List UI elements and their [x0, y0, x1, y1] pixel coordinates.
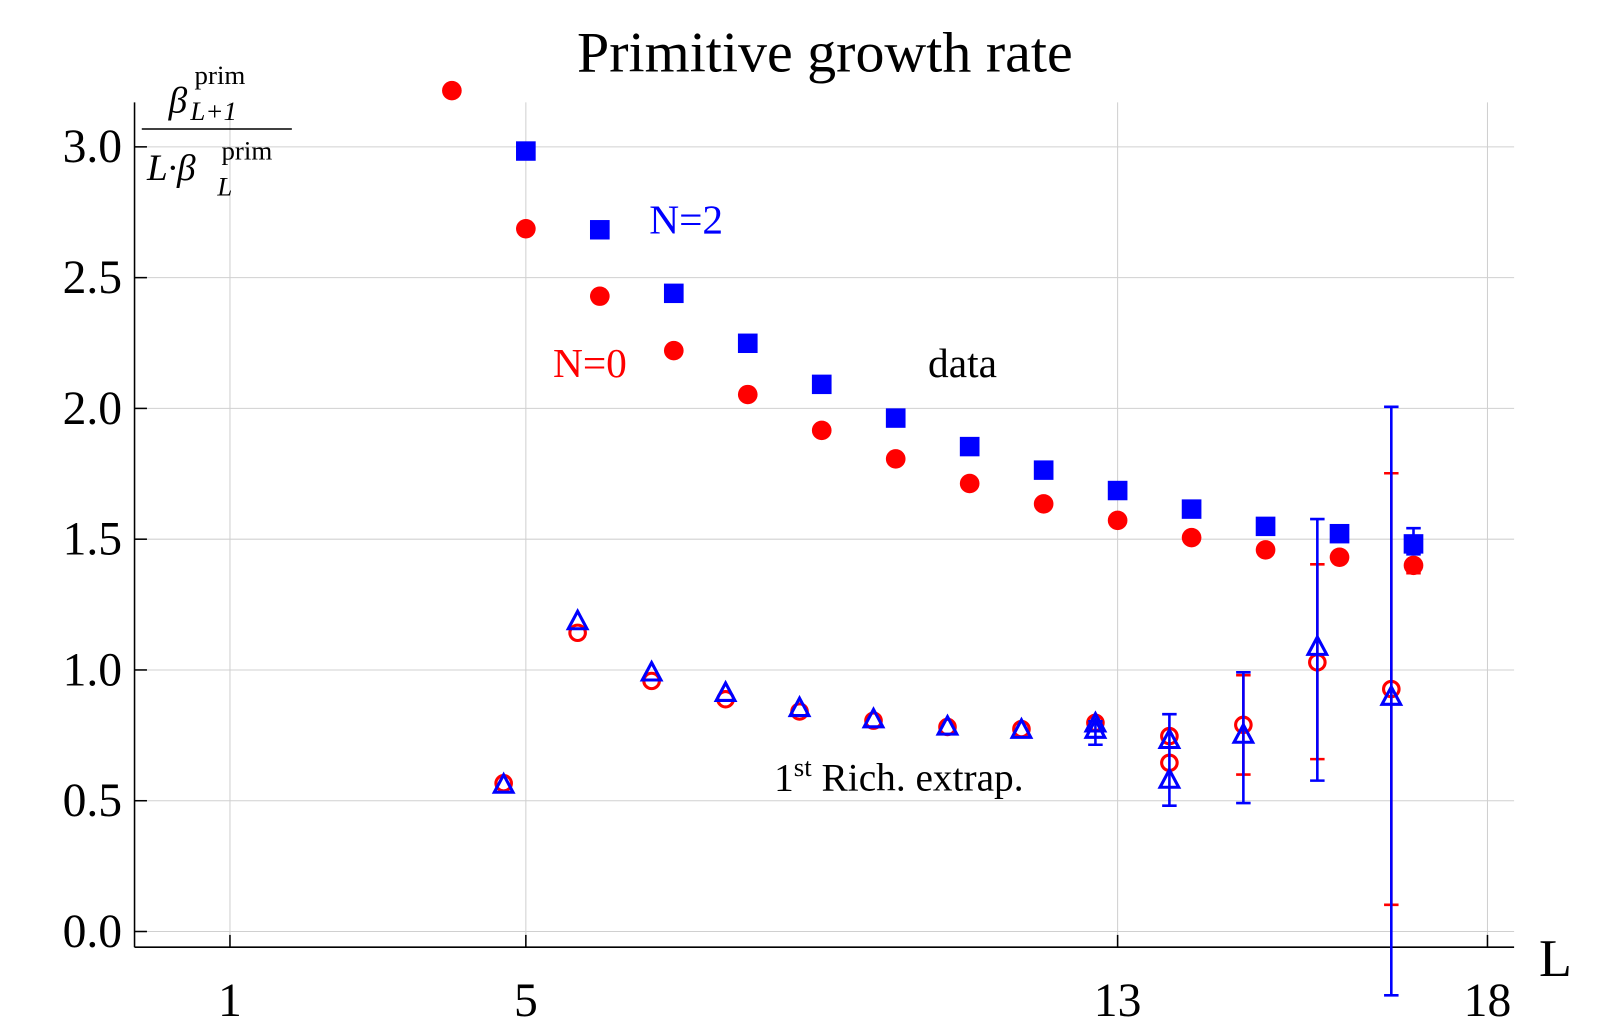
point [1403, 555, 1424, 576]
point [1403, 534, 1424, 554]
point [885, 449, 906, 469]
y-tick-label: 3.0 [63, 121, 123, 173]
point [1107, 510, 1128, 531]
y-label-denominator-sup: prim [221, 136, 272, 166]
point [663, 283, 684, 304]
point [1157, 726, 1182, 750]
point [442, 80, 462, 101]
point [1157, 766, 1182, 789]
error-bar [1384, 405, 1399, 997]
annotation-sup: st [794, 752, 813, 782]
y-tick-label: 1.0 [63, 645, 123, 697]
point [565, 608, 590, 631]
point [1231, 721, 1256, 744]
annotation: N=0 [553, 340, 627, 386]
y-tick-label: 0.5 [63, 775, 123, 827]
point [589, 286, 610, 306]
y-label-denominator: L·β [146, 148, 196, 189]
y-label-numerator-sub: L+1 [189, 96, 237, 126]
point [663, 340, 684, 361]
point [1009, 716, 1034, 739]
y-tick-label: 2.0 [63, 383, 123, 435]
point [1033, 494, 1054, 514]
point [787, 694, 812, 718]
point [1305, 633, 1330, 656]
x-tick-label: 18 [1464, 975, 1512, 1024]
point [1033, 460, 1054, 480]
point [1107, 480, 1128, 501]
point [1329, 547, 1350, 567]
y-tick-label: 0.0 [63, 906, 123, 958]
point [491, 771, 516, 794]
point [516, 141, 536, 161]
point [935, 713, 960, 736]
annotation: N=2 [649, 197, 723, 243]
point [885, 408, 906, 428]
error-bar [1236, 671, 1251, 805]
annotation-text: data [928, 340, 997, 386]
annotation-text: 1 [774, 757, 794, 800]
annotation: data [928, 340, 997, 386]
point [737, 333, 758, 354]
x-tick-label: 1 [218, 975, 242, 1024]
annotation: 1st Rich. extrap. [774, 752, 1023, 799]
chart-title: Primitive growth rate [577, 22, 1073, 85]
x-tick-label: 5 [514, 975, 538, 1024]
point [1083, 710, 1108, 733]
point [1379, 683, 1404, 706]
x-tick-label: 13 [1094, 975, 1142, 1024]
point [639, 659, 664, 682]
point [1255, 540, 1276, 560]
point [1083, 716, 1108, 739]
point [1181, 527, 1202, 548]
y-label-denominator-sub: L [216, 172, 232, 202]
y-tick-label: 1.5 [63, 514, 123, 566]
point [811, 420, 832, 441]
point [959, 436, 980, 457]
x-axis-label: L [1539, 928, 1572, 988]
y-label-numerator: β [168, 81, 188, 122]
point [811, 374, 832, 395]
point [568, 623, 587, 643]
annotation-rest: Rich. extrap. [812, 757, 1024, 800]
point [713, 679, 738, 702]
point [1255, 516, 1276, 537]
error-bar [1310, 517, 1325, 782]
annotation-text: N=0 [553, 340, 627, 386]
y-tick-label: 2.5 [63, 252, 123, 304]
point [516, 218, 536, 239]
point [589, 220, 610, 240]
annotation-text: N=2 [649, 197, 723, 243]
point [1329, 523, 1350, 544]
point [737, 384, 758, 405]
point [1181, 499, 1202, 519]
y-label-numerator-sup: prim [195, 60, 246, 90]
point [861, 706, 886, 729]
point [959, 473, 980, 494]
